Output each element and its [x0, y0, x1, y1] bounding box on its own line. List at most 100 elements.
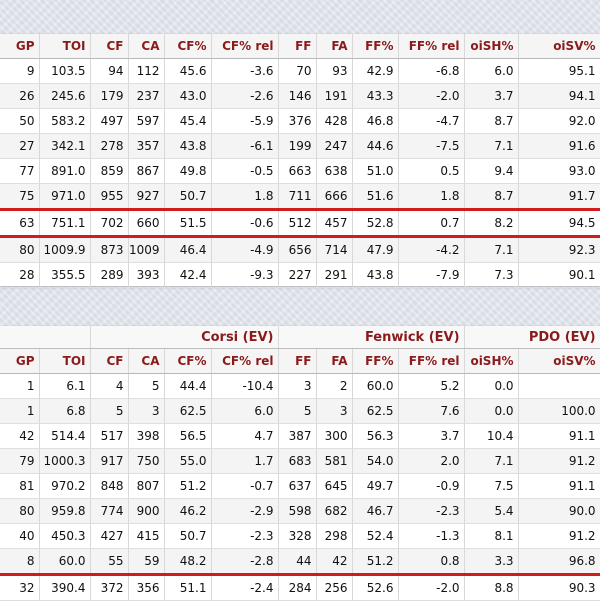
table-cell: 94 [90, 58, 129, 84]
table-cell: 42 [316, 548, 353, 575]
table-cell: 702 [90, 208, 129, 238]
table-cell: 1 [0, 398, 40, 424]
group-header-fenwick: Fenwick (EV) [278, 326, 465, 349]
table-cell: 42.4 [164, 262, 212, 288]
table-cell: 4.7 [211, 423, 279, 449]
table-cell: 751.1 [39, 208, 91, 238]
table-cell: 40 [0, 523, 40, 549]
column-header[interactable]: oiSH% [464, 34, 519, 59]
table-cell: 8.2 [464, 208, 519, 238]
table-cell: 146 [278, 83, 317, 109]
table-cell: 278 [90, 133, 129, 159]
group-header-pdo: PDO (EV) [464, 326, 600, 349]
table-cell: 0.7 [398, 208, 465, 238]
table-cell: 95.1 [518, 58, 600, 84]
table-cell: 45.6 [164, 58, 212, 84]
table-cell: 0.8 [398, 548, 465, 575]
table-cell: 91.1 [518, 473, 600, 499]
table-cell: 1000.3 [39, 448, 91, 474]
table-cell: 3 [278, 373, 317, 399]
table-cell: 44 [278, 548, 317, 575]
table-cell: 245.6 [39, 83, 91, 109]
column-header[interactable]: GP [0, 348, 40, 374]
table-cell: 94.5 [518, 208, 600, 238]
table-cell: -0.9 [398, 473, 465, 499]
column-header[interactable]: FF% rel [398, 34, 465, 59]
table-cell: 60.0 [39, 548, 91, 575]
table-cell: 100.0 [518, 398, 600, 424]
table-cell: 387 [278, 423, 317, 449]
table-cell: 289 [90, 262, 129, 288]
table-cell: 93.0 [518, 158, 600, 184]
table-cell: 955 [90, 183, 129, 210]
table-cell: 28 [0, 262, 40, 288]
table-cell: 47.9 [352, 236, 399, 263]
table-cell: 59 [128, 548, 165, 575]
table-cell: -1.3 [398, 523, 465, 549]
column-header[interactable]: GP [0, 34, 40, 59]
table-cell: 5.4 [464, 498, 519, 524]
table-cell: -2.4 [211, 573, 279, 601]
column-header[interactable]: CF% rel [211, 34, 279, 59]
column-header[interactable]: FF% [352, 34, 399, 59]
column-header[interactable]: oiSH% [464, 348, 519, 374]
table-cell: 598 [278, 498, 317, 524]
table-cell: 43.3 [352, 83, 399, 109]
column-header[interactable]: FA [316, 348, 353, 374]
table-cell: 94.1 [518, 83, 600, 109]
table-cell: -10.4 [211, 373, 279, 399]
table-cell: 8 [0, 548, 40, 575]
table-cell: 55 [90, 548, 129, 575]
table-cell: 46.2 [164, 498, 212, 524]
column-header[interactable]: oiSV% [518, 348, 600, 374]
column-header[interactable]: CF [90, 34, 129, 59]
table-cell: 9 [0, 58, 40, 84]
column-header[interactable]: CA [128, 348, 165, 374]
table-cell: -9.3 [211, 262, 279, 288]
table-cell: 7.3 [464, 262, 519, 288]
table-cell: 927 [128, 183, 165, 210]
column-header[interactable]: FA [316, 34, 353, 59]
column-header[interactable]: CF% rel [211, 348, 279, 374]
table-cell: 91.2 [518, 448, 600, 474]
column-header[interactable]: FF [278, 34, 317, 59]
column-header[interactable]: CF% [164, 34, 212, 59]
column-header[interactable]: CF [90, 348, 129, 374]
table-cell: -2.0 [398, 573, 465, 601]
table-cell: 51.1 [164, 573, 212, 601]
table-cell: 7.5 [464, 473, 519, 499]
column-header[interactable]: FF [278, 348, 317, 374]
table-cell: 112 [128, 58, 165, 84]
table-cell: 52.8 [352, 208, 399, 238]
table-cell: 75 [0, 183, 40, 210]
table-cell: 90.0 [518, 498, 600, 524]
table-cell: 711 [278, 183, 317, 210]
table-row: 9 103.5 94 112 45.6 -3.6 70 93 42.9 -6.8 6.0 95.1 [0, 58, 600, 84]
table-cell: 3.3 [464, 548, 519, 575]
table-cell: -6.8 [398, 58, 465, 84]
table-cell: 50.7 [164, 183, 212, 210]
table-cell: 43.8 [352, 262, 399, 288]
table-cell: 597 [128, 108, 165, 134]
table-cell: 51.0 [352, 158, 399, 184]
column-header[interactable]: CA [128, 34, 165, 59]
column-header[interactable]: FF% rel [398, 348, 465, 374]
table-cell: 51.6 [352, 183, 399, 210]
table-cell: 517 [90, 423, 129, 449]
table-cell: 328 [278, 523, 317, 549]
column-header[interactable]: TOI [39, 34, 91, 59]
table-cell: 9.4 [464, 158, 519, 184]
column-header[interactable]: TOI [39, 348, 91, 374]
table-header-row: GP TOI CF CA CF% CF% rel FF FA FF% FF% rel oiSH% oi… [0, 348, 600, 374]
table-cell: 1009.9 [39, 236, 91, 263]
table-cell: 2.0 [398, 448, 465, 474]
table-cell: 5 [128, 373, 165, 399]
column-header[interactable]: CF% [164, 348, 212, 374]
table-cell: -4.9 [211, 236, 279, 263]
table-cell: 512 [278, 208, 317, 238]
column-header[interactable]: oiSV% [518, 34, 600, 59]
table-cell: 7.1 [464, 133, 519, 159]
table-cell: 3 [128, 398, 165, 424]
column-header[interactable]: FF% [352, 348, 399, 374]
table-cell: 6.8 [39, 398, 91, 424]
